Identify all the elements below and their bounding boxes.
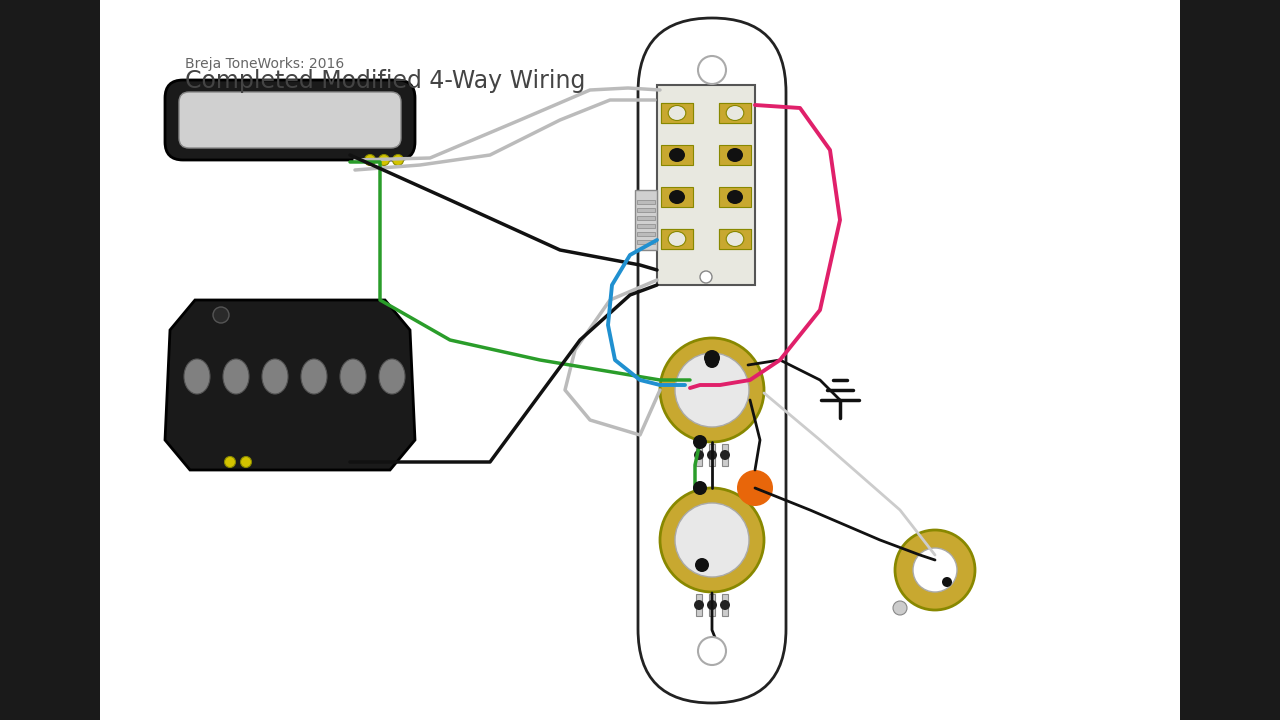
Circle shape	[698, 637, 726, 665]
Bar	[709, 444, 716, 466]
Bar	[660, 145, 692, 165]
Circle shape	[895, 530, 975, 610]
Circle shape	[393, 155, 403, 166]
Bar	[719, 229, 751, 249]
Circle shape	[675, 353, 749, 427]
Bar	[637, 216, 655, 220]
Circle shape	[707, 600, 717, 610]
Ellipse shape	[726, 106, 744, 120]
Ellipse shape	[727, 232, 742, 246]
Ellipse shape	[184, 359, 210, 394]
Circle shape	[379, 155, 389, 166]
Circle shape	[212, 307, 229, 323]
Ellipse shape	[727, 106, 742, 120]
Circle shape	[913, 548, 957, 592]
Bar	[660, 229, 692, 249]
Text: Completed Modified 4-Way Wiring: Completed Modified 4-Way Wiring	[186, 69, 585, 93]
Bar	[660, 103, 692, 123]
Circle shape	[694, 600, 704, 610]
Ellipse shape	[668, 106, 686, 120]
Ellipse shape	[669, 148, 685, 162]
Ellipse shape	[727, 148, 742, 162]
Circle shape	[704, 350, 719, 366]
Circle shape	[705, 354, 719, 368]
Circle shape	[695, 558, 709, 572]
Ellipse shape	[669, 232, 685, 246]
Bar	[637, 232, 655, 236]
Circle shape	[737, 470, 773, 506]
Circle shape	[660, 488, 764, 592]
Circle shape	[224, 456, 236, 467]
Bar	[719, 145, 751, 165]
Bar	[100, 0, 1180, 720]
Bar	[722, 444, 728, 466]
Circle shape	[694, 450, 704, 460]
Bar	[637, 240, 655, 244]
Ellipse shape	[668, 232, 686, 246]
Circle shape	[942, 577, 952, 587]
Circle shape	[719, 450, 730, 460]
FancyBboxPatch shape	[165, 80, 415, 160]
Ellipse shape	[262, 359, 288, 394]
Bar	[637, 224, 655, 228]
Bar	[722, 594, 728, 616]
Circle shape	[365, 155, 375, 166]
Bar	[719, 103, 751, 123]
Text: Breja ToneWorks: 2016: Breja ToneWorks: 2016	[186, 57, 344, 71]
Bar	[696, 594, 701, 616]
Ellipse shape	[379, 359, 404, 394]
Bar	[709, 594, 716, 616]
Bar	[719, 229, 751, 249]
Circle shape	[719, 600, 730, 610]
Circle shape	[707, 450, 717, 460]
Circle shape	[660, 338, 764, 442]
Circle shape	[692, 481, 707, 495]
Circle shape	[893, 601, 908, 615]
Circle shape	[241, 456, 251, 467]
Ellipse shape	[726, 232, 744, 246]
Bar	[637, 208, 655, 212]
Circle shape	[692, 435, 707, 449]
Circle shape	[675, 503, 749, 577]
Ellipse shape	[340, 359, 366, 394]
Bar	[719, 103, 751, 123]
Ellipse shape	[669, 106, 685, 120]
Bar	[719, 187, 751, 207]
Bar	[657, 85, 755, 285]
Ellipse shape	[223, 359, 250, 394]
Ellipse shape	[727, 190, 742, 204]
Circle shape	[698, 56, 726, 84]
Bar	[660, 229, 692, 249]
Bar	[696, 444, 701, 466]
Bar	[635, 190, 657, 250]
Bar	[637, 200, 655, 204]
Circle shape	[700, 271, 712, 283]
Ellipse shape	[669, 190, 685, 204]
FancyBboxPatch shape	[179, 92, 401, 148]
Ellipse shape	[301, 359, 326, 394]
FancyBboxPatch shape	[637, 18, 786, 703]
Bar	[660, 187, 692, 207]
Bar	[660, 103, 692, 123]
Polygon shape	[165, 300, 415, 470]
